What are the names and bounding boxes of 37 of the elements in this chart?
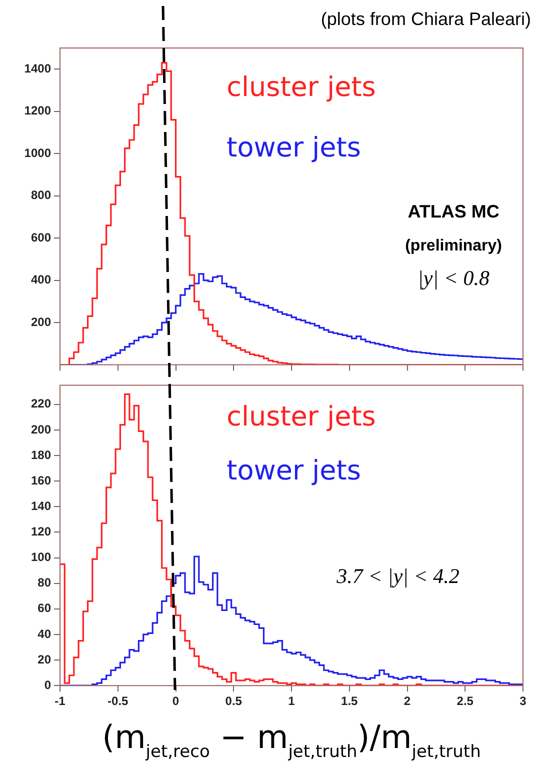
text: (plots from Chiara Paleari) [320,8,531,29]
annotation: ATLAS MC [408,202,500,222]
y-tick-label: 180 [30,448,52,462]
y-tick-label: 1000 [24,146,52,160]
annotation: (preliminary) [405,237,502,254]
y-tick-label: 120 [30,524,52,539]
y-tick-label: 1200 [24,104,52,118]
y-tick-label: 800 [30,188,52,202]
x-tick-label: 1 [288,694,296,708]
y-tick-label: 600 [30,230,52,244]
y-tick-label: 60 [38,601,52,616]
y-tick-label: 140 [30,498,52,513]
text: cluster jets [226,401,376,432]
x-tick-label: 0.5 [225,694,242,708]
y-tick-label: 80 [38,576,52,590]
x-tick-label: 1.5 [341,694,358,708]
y-tick-label: 100 [30,550,52,564]
y-tick-label: 40 [38,626,52,641]
x-tick-label: -1 [54,694,66,708]
text: tower jets [226,132,361,164]
x-tick-label: 3 [520,694,527,708]
x-tick-label: 0 [172,694,180,708]
y-tick-label: 220 [30,396,52,411]
y-tick-label: 200 [30,314,52,329]
x-tick-label: -0.5 [108,694,129,708]
x-tick-label: 2.5 [456,694,474,708]
annotation: 3.7 < |y| < 4.2 [336,564,460,588]
y-tick-label: 1400 [24,61,52,76]
y-tick-label: 400 [30,272,52,287]
y-tick-label: 200 [30,422,52,436]
annotation: |y| < 0.8 [418,266,490,290]
x-tick-label: 2 [404,694,411,708]
text: tower jets [226,455,361,486]
y-tick-label: 0 [44,678,52,692]
y-tick-label: 20 [38,652,52,666]
series-label: cluster jets [226,72,376,104]
y-tick-label: 160 [30,473,52,488]
